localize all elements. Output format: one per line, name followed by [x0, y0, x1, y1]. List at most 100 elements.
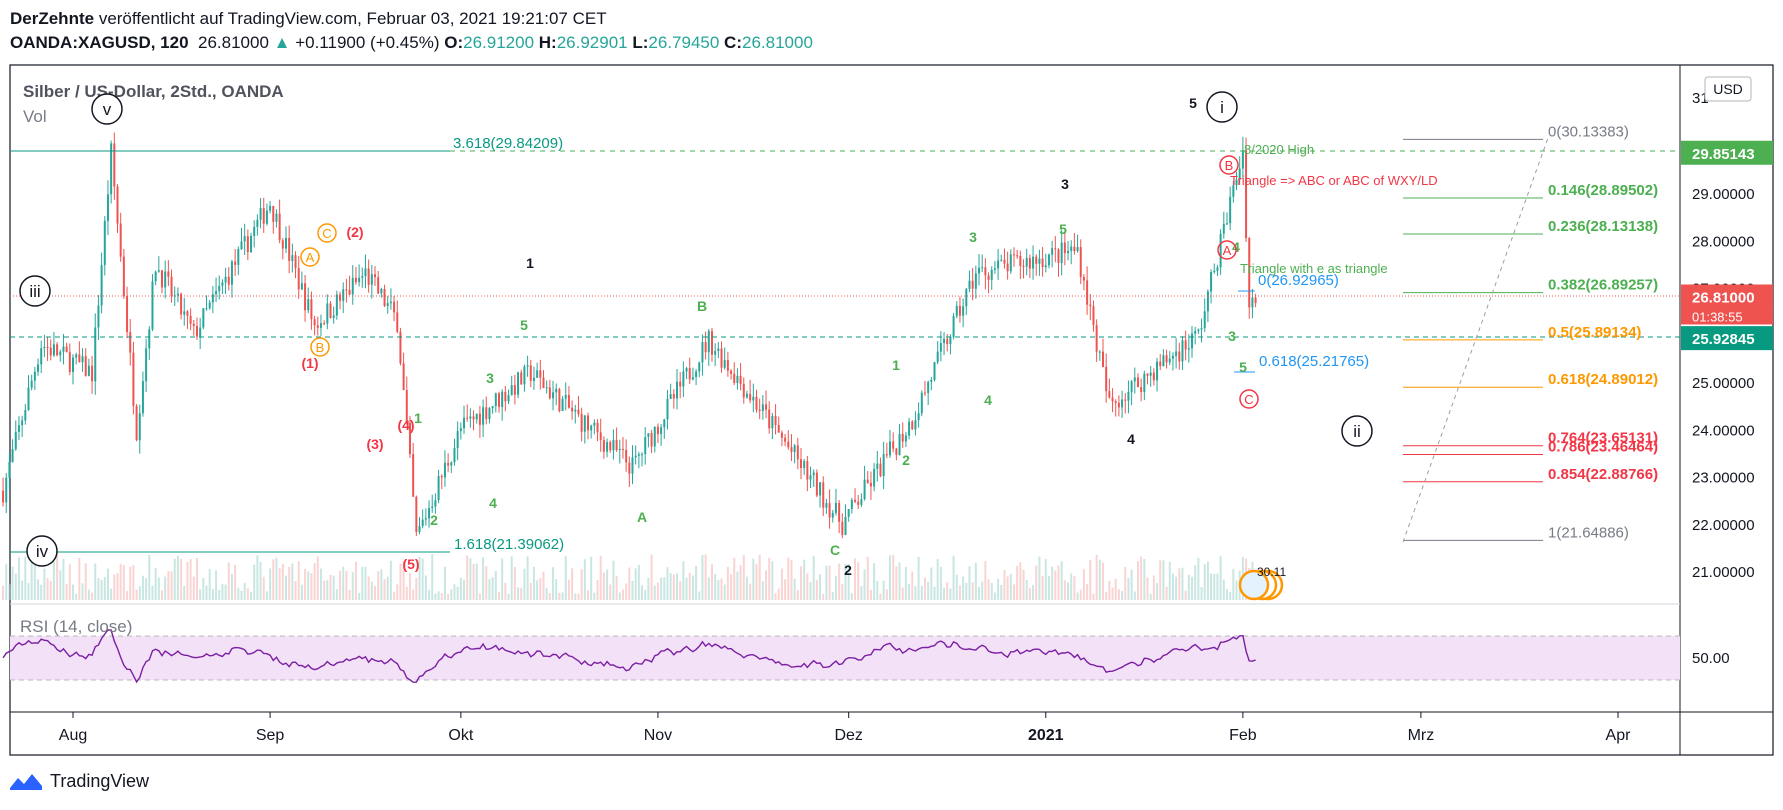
volume-bar [1229, 591, 1232, 600]
volume-bar [52, 561, 55, 600]
volume-bar [1194, 565, 1197, 600]
volume-bar [669, 573, 672, 600]
candle-body [358, 277, 361, 283]
candle-body [720, 348, 723, 368]
candle-body [1175, 351, 1178, 356]
candle-body [40, 348, 43, 365]
candle-body [269, 205, 272, 211]
volume-bar [780, 568, 783, 600]
currency-button[interactable] [1704, 76, 1752, 102]
time-tick-label: 2021 [1028, 727, 1064, 744]
candle-body [281, 240, 284, 249]
candle-body [641, 454, 644, 456]
candle-body [1003, 259, 1006, 264]
volume-bar [78, 557, 81, 600]
candle-body [1222, 223, 1225, 234]
candle-body [75, 354, 78, 358]
candle-body [494, 393, 497, 407]
author-name[interactable]: DerZehnte [10, 9, 95, 28]
candle-body [94, 327, 97, 382]
candle-body [126, 296, 129, 333]
volume-bar [122, 565, 125, 600]
candle-body [701, 342, 704, 363]
volume-bar [186, 561, 189, 600]
candle-body [265, 210, 268, 224]
event-badge[interactable]: 30.11 [1238, 565, 1286, 601]
candle-body [17, 425, 20, 432]
candle-body [990, 269, 993, 280]
volume-bar [361, 566, 364, 600]
candle-body [838, 502, 841, 522]
volume-bar [1178, 568, 1181, 600]
price-tag [1681, 326, 1773, 351]
wave-label: 4 [984, 392, 992, 408]
volume-bar [437, 591, 440, 600]
volume-bar [876, 581, 879, 600]
volume-bar [456, 586, 459, 600]
candle-body [1168, 358, 1171, 363]
volume-bar [733, 557, 736, 600]
time-axis[interactable]: Aug Sep Okt Nov Dez 2021 Feb Mrz Apr [59, 712, 1631, 744]
tradingview-brand[interactable]: TradingView [8, 770, 149, 792]
chart-frame [9, 64, 1774, 756]
candle-body [542, 377, 545, 388]
volume-bar [494, 571, 497, 600]
volume-bar [1105, 591, 1108, 600]
candle-body [485, 407, 488, 420]
candle-body [119, 223, 122, 257]
volume-bar [1038, 556, 1041, 600]
wave-label: 1 [414, 410, 422, 426]
volume-bar [459, 577, 462, 600]
wave-label: 5 [520, 317, 528, 333]
volume-bar [882, 580, 885, 600]
volume-bar [453, 584, 456, 600]
volume-bar [513, 566, 516, 600]
candle-body [161, 270, 164, 288]
candle-body [307, 299, 310, 311]
candle-body [5, 477, 8, 503]
fib-retracement[interactable]: 0(30.13383) 0.146(28.89502) 0.236(28.13138… [1403, 123, 1658, 541]
candle-body [428, 508, 431, 519]
candle-body [424, 518, 427, 520]
candle-body [52, 344, 55, 356]
volume-bar [43, 568, 46, 600]
wave-roman-label: v [103, 100, 112, 119]
candle-body [571, 407, 574, 412]
candle-body [1191, 333, 1194, 349]
candle-body [978, 267, 981, 274]
candle-body [230, 261, 233, 285]
candle-body [526, 365, 529, 367]
volume-bar [930, 567, 933, 600]
volume-bar [393, 591, 396, 600]
wave-label: 3 [969, 229, 977, 245]
volume-bar [901, 587, 904, 600]
volume-bar [1086, 583, 1089, 600]
volume-bar [1159, 560, 1162, 600]
candle-body [863, 479, 866, 500]
candle-body [1098, 351, 1101, 353]
wave-circled-label: B [316, 340, 325, 355]
volume-bar [234, 564, 237, 600]
volume-bar [618, 592, 621, 600]
candle-body [685, 368, 688, 372]
volume-bar [841, 583, 844, 600]
wave-circle [1219, 155, 1239, 175]
candle-body [106, 194, 109, 221]
volume-bar [1168, 561, 1171, 600]
volume-bar [621, 589, 624, 600]
volume-bar [170, 571, 173, 600]
volume-bar [850, 593, 853, 600]
fib-level-label: 0.618(24.89012) [1548, 371, 1658, 388]
volume-bar [908, 584, 911, 600]
volume-bar [606, 569, 609, 600]
volume-bar [952, 555, 955, 600]
candle-body [62, 346, 65, 352]
volume-bar [548, 593, 551, 600]
time-tick-label: Aug [59, 727, 87, 744]
price-axis[interactable]: 29.0000028.0000027.0000026.0000025.00000… [1692, 90, 1755, 581]
volume-bar [971, 582, 974, 600]
volume-bar [30, 557, 33, 600]
candle-body [227, 276, 230, 285]
price-tag-text: 25.92845 [1692, 331, 1755, 348]
